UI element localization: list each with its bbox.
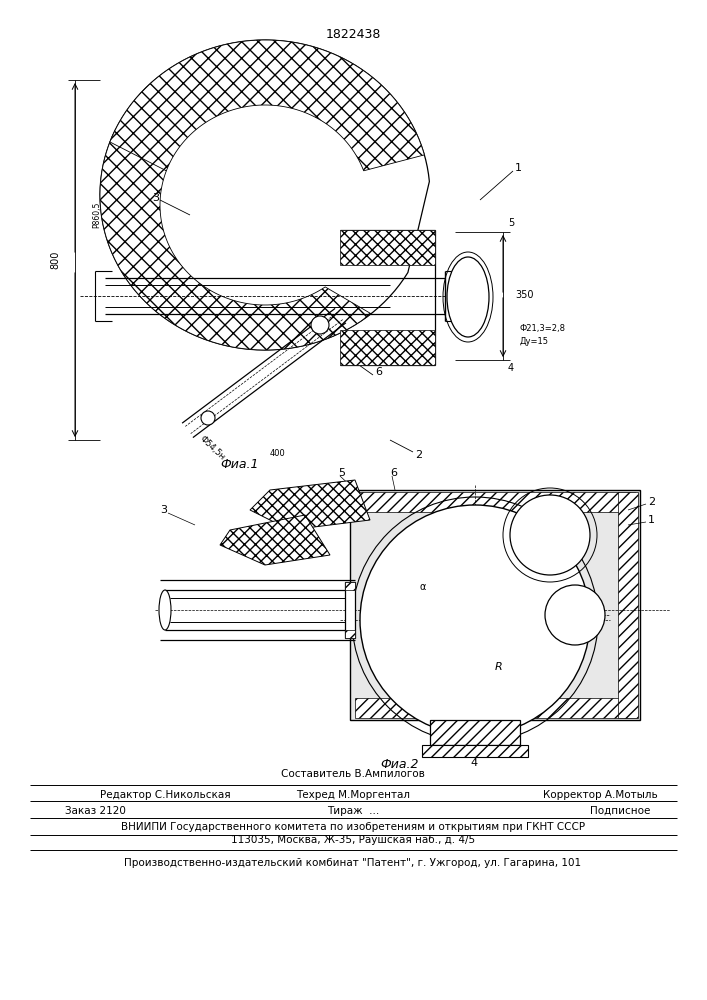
- Text: 1: 1: [515, 163, 522, 173]
- Polygon shape: [355, 492, 635, 512]
- Polygon shape: [220, 515, 330, 565]
- Polygon shape: [340, 230, 435, 265]
- Ellipse shape: [447, 257, 489, 337]
- Polygon shape: [345, 582, 355, 638]
- Polygon shape: [345, 582, 355, 590]
- Text: 6: 6: [375, 367, 382, 377]
- Polygon shape: [250, 480, 370, 530]
- Text: Подписное: Подписное: [590, 806, 650, 816]
- Text: ВНИИПИ Государственного комитета по изобретениям и открытиям при ГКНТ СССР: ВНИИПИ Государственного комитета по изоб…: [121, 822, 585, 832]
- Text: 113035, Москва, Ж-35, Раушская наб., д. 4/5: 113035, Москва, Ж-35, Раушская наб., д. …: [231, 835, 475, 845]
- Text: 2: 2: [415, 450, 422, 460]
- Text: R: R: [495, 662, 503, 672]
- Polygon shape: [340, 330, 435, 365]
- Polygon shape: [350, 490, 640, 720]
- Text: Ф21,3=2,8: Ф21,3=2,8: [520, 324, 566, 332]
- Text: Тираж  ...: Тираж ...: [327, 806, 379, 816]
- Text: 3: 3: [152, 193, 159, 203]
- Circle shape: [311, 316, 329, 334]
- Polygon shape: [430, 720, 520, 745]
- Polygon shape: [422, 745, 528, 757]
- Polygon shape: [100, 129, 371, 350]
- Text: Техред М.Моргентал: Техред М.Моргентал: [296, 790, 410, 800]
- Circle shape: [360, 505, 590, 735]
- Text: Ду=15: Ду=15: [520, 338, 549, 347]
- Circle shape: [510, 495, 590, 575]
- Polygon shape: [355, 698, 635, 718]
- Text: Фиа.1: Фиа.1: [220, 458, 259, 471]
- Text: 350: 350: [515, 290, 534, 300]
- Text: 1: 1: [648, 515, 655, 525]
- Polygon shape: [345, 630, 355, 638]
- Text: Ф54,5н: Ф54,5н: [198, 434, 227, 462]
- Circle shape: [545, 585, 605, 645]
- Text: 4: 4: [508, 363, 514, 373]
- Text: Производственно-издательский комбинат "Патент", г. Ужгород, ул. Гагарина, 101: Производственно-издательский комбинат "П…: [124, 858, 582, 868]
- Text: 4: 4: [470, 758, 477, 768]
- Polygon shape: [110, 40, 424, 171]
- Polygon shape: [100, 40, 429, 350]
- Text: α: α: [420, 582, 426, 592]
- Text: 5: 5: [338, 468, 345, 478]
- Text: 2: 2: [648, 497, 655, 507]
- Text: Корректор А.Мотыль: Корректор А.Мотыль: [543, 790, 658, 800]
- Text: 800: 800: [50, 251, 60, 269]
- Text: Фиа.2: Фиа.2: [380, 758, 419, 772]
- Text: Редактор С.Никольская: Редактор С.Никольская: [100, 790, 230, 800]
- Polygon shape: [618, 492, 638, 718]
- Text: Заказ 2120: Заказ 2120: [65, 806, 126, 816]
- Text: 3: 3: [160, 505, 167, 515]
- Text: Р860,5: Р860,5: [92, 202, 101, 228]
- Text: 1822438: 1822438: [325, 28, 380, 41]
- Text: 400: 400: [270, 448, 286, 458]
- Text: Составитель В.Ампилогов: Составитель В.Ампилогов: [281, 769, 425, 779]
- Ellipse shape: [159, 590, 171, 630]
- Text: 6: 6: [390, 468, 397, 478]
- Text: 5: 5: [508, 218, 514, 228]
- Circle shape: [201, 411, 215, 425]
